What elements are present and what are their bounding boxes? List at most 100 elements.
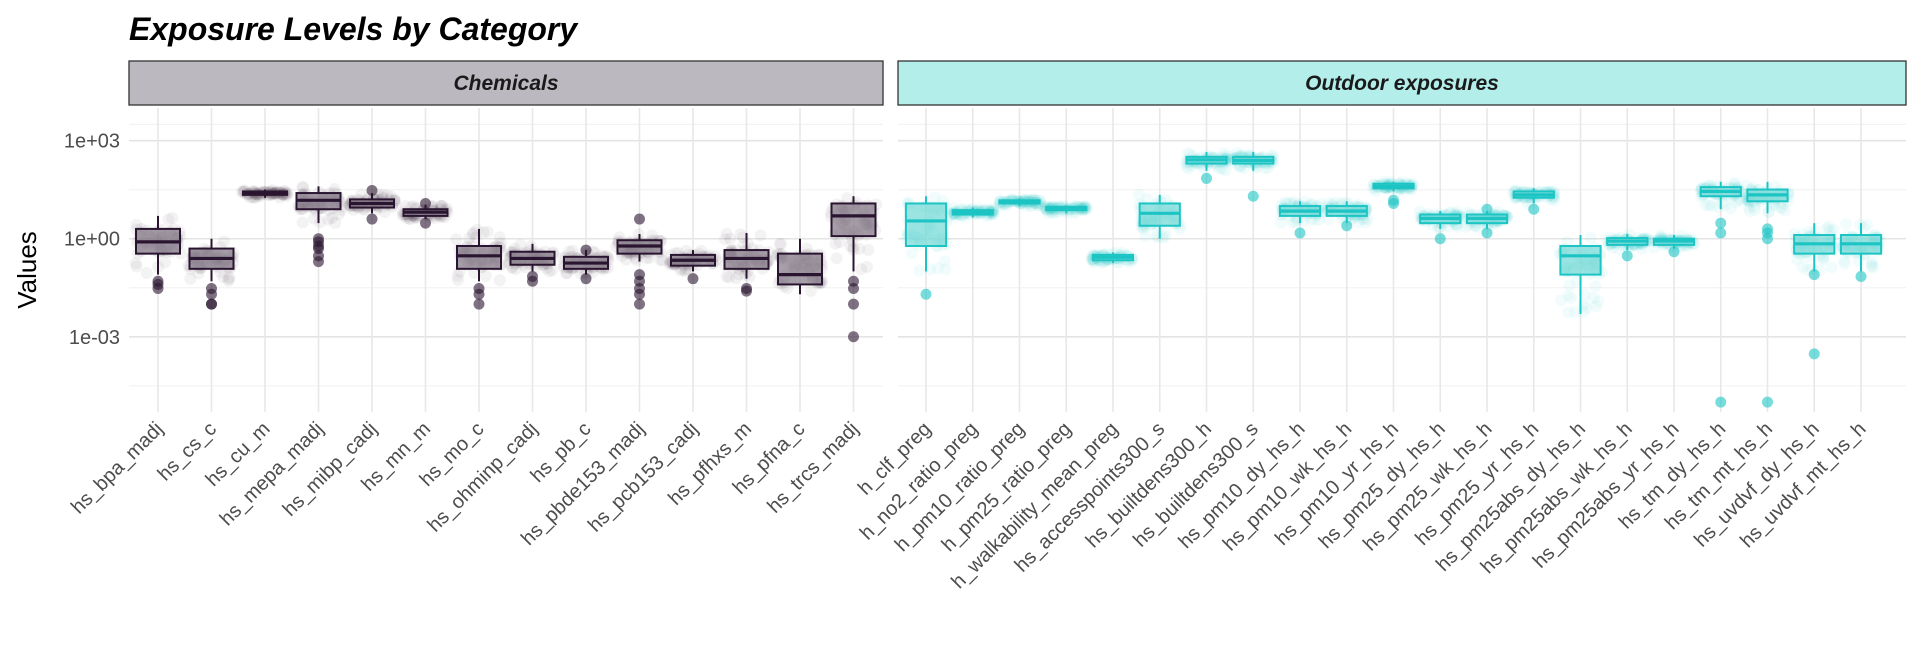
jitter-point	[493, 274, 506, 287]
y-axis-ticks: 1e+03 1e+00 1e-03	[64, 131, 120, 349]
box-group-hs_pm10_dy_hs_h	[1274, 195, 1327, 239]
jitter-point	[656, 254, 669, 267]
jitter-point	[166, 211, 179, 224]
jitter-point	[1275, 216, 1288, 229]
outlier-point	[1715, 396, 1727, 408]
outlier-point	[313, 240, 324, 252]
jitter-point	[754, 229, 767, 242]
jitter-point	[732, 268, 745, 281]
jitter-point	[1635, 242, 1648, 255]
jitter-point	[741, 237, 754, 250]
jitter-point	[643, 251, 656, 264]
jitter-point	[1840, 217, 1853, 230]
jitter-point	[1182, 162, 1195, 175]
jitter-point	[939, 263, 952, 276]
box-group-hs_pm25abs_wk_hs_h	[1601, 228, 1654, 262]
jitter-point	[1262, 161, 1275, 174]
jitter-point	[1748, 200, 1761, 213]
jitter-point	[463, 232, 476, 245]
jitter-point	[1817, 252, 1830, 265]
jitter-point	[1699, 199, 1712, 212]
box-group-hs_pcb153_cadj	[663, 244, 723, 285]
jitter-point	[1865, 258, 1878, 271]
jitter-point	[1562, 306, 1575, 319]
jitter-point	[560, 267, 573, 280]
jitter-point	[1565, 291, 1578, 304]
jitter-point	[159, 256, 172, 269]
outlier-point	[1855, 270, 1867, 282]
jitter-point	[924, 263, 937, 276]
jitter-point	[451, 269, 464, 282]
outlier-point	[420, 217, 431, 229]
jitter-point	[1837, 254, 1850, 267]
jitter-point	[846, 234, 859, 247]
jitter-point	[563, 245, 576, 258]
jitter-point	[1712, 200, 1725, 213]
jitter-point	[1820, 222, 1833, 235]
outlier-point	[580, 244, 592, 256]
box-group-hs_pm10_yr_hs_h	[1366, 175, 1420, 209]
outlier-point	[206, 283, 217, 295]
jitter-point	[800, 242, 813, 255]
jitter-point	[730, 272, 743, 285]
jitter-point	[1866, 255, 1879, 268]
box-group-h_pm25_ratio_preg	[1039, 199, 1094, 220]
jitter-point	[829, 237, 842, 250]
jitter-point	[1865, 260, 1878, 273]
outlier-point	[473, 283, 485, 295]
jitter-point	[1216, 162, 1229, 175]
jitter-point	[1796, 261, 1809, 274]
jitter-point	[833, 235, 846, 248]
outlier-point	[473, 298, 485, 310]
jitter-point	[466, 228, 479, 241]
jitter-point	[830, 252, 843, 265]
box-group-h_pm10_ratio_preg	[993, 193, 1047, 212]
jitter-point	[1563, 279, 1576, 292]
facet-strip	[897, 60, 1907, 106]
outlier-point	[1668, 246, 1680, 258]
box-group-hs_accesspoints300_s	[1133, 188, 1187, 244]
jitter-point	[192, 267, 205, 280]
jitter-point	[855, 263, 868, 276]
jitter-point	[679, 265, 692, 278]
outlier-point	[687, 273, 699, 285]
jitter-point	[1312, 214, 1325, 227]
box-group-hs_uvdvf_dy_hs_h	[1788, 220, 1841, 360]
jitter-point	[510, 262, 523, 275]
jitter-point	[646, 229, 659, 242]
jitter-point	[1838, 257, 1851, 270]
jitter-point	[1139, 230, 1152, 243]
jitter-point	[545, 264, 558, 277]
outlier-point	[1762, 396, 1773, 408]
x-tick-label: hs_bpa_madj	[67, 418, 167, 518]
box-group-hs_pb_c	[557, 244, 615, 285]
outlier-point	[527, 270, 538, 282]
box-group-hs_pfna_c	[771, 237, 829, 297]
jitter-point	[140, 267, 153, 280]
jitter-point	[695, 244, 708, 257]
facet-strip-label: Chemicals	[453, 72, 558, 95]
x-tick-label: hs_mibp_cadj	[279, 418, 382, 521]
jitter-point	[938, 255, 951, 268]
jitter-point	[1716, 197, 1729, 210]
outlier-point	[1621, 250, 1633, 262]
jitter-point	[1577, 299, 1590, 312]
jitter-point	[1289, 216, 1302, 229]
jitter-point	[1231, 146, 1244, 159]
box-group-h_clf_preg	[900, 191, 953, 300]
box-group-hs_mo_c	[450, 223, 507, 310]
box-group-hs_tm_dy_hs_h	[1694, 176, 1747, 408]
outlier-point	[1434, 233, 1446, 245]
jitter-point	[493, 231, 506, 244]
jitter-point	[322, 213, 335, 226]
outlier-point	[1808, 269, 1820, 281]
jitter-point	[1584, 231, 1597, 244]
jitter-point	[853, 242, 866, 255]
box-group-hs_builtdens300_s	[1226, 146, 1280, 202]
jitter-point	[1825, 261, 1838, 274]
jitter-point	[543, 265, 556, 278]
jitter-point	[1705, 199, 1718, 212]
jitter-point	[1744, 204, 1757, 217]
outlier-point	[1247, 190, 1259, 202]
outlier-point	[741, 285, 752, 297]
